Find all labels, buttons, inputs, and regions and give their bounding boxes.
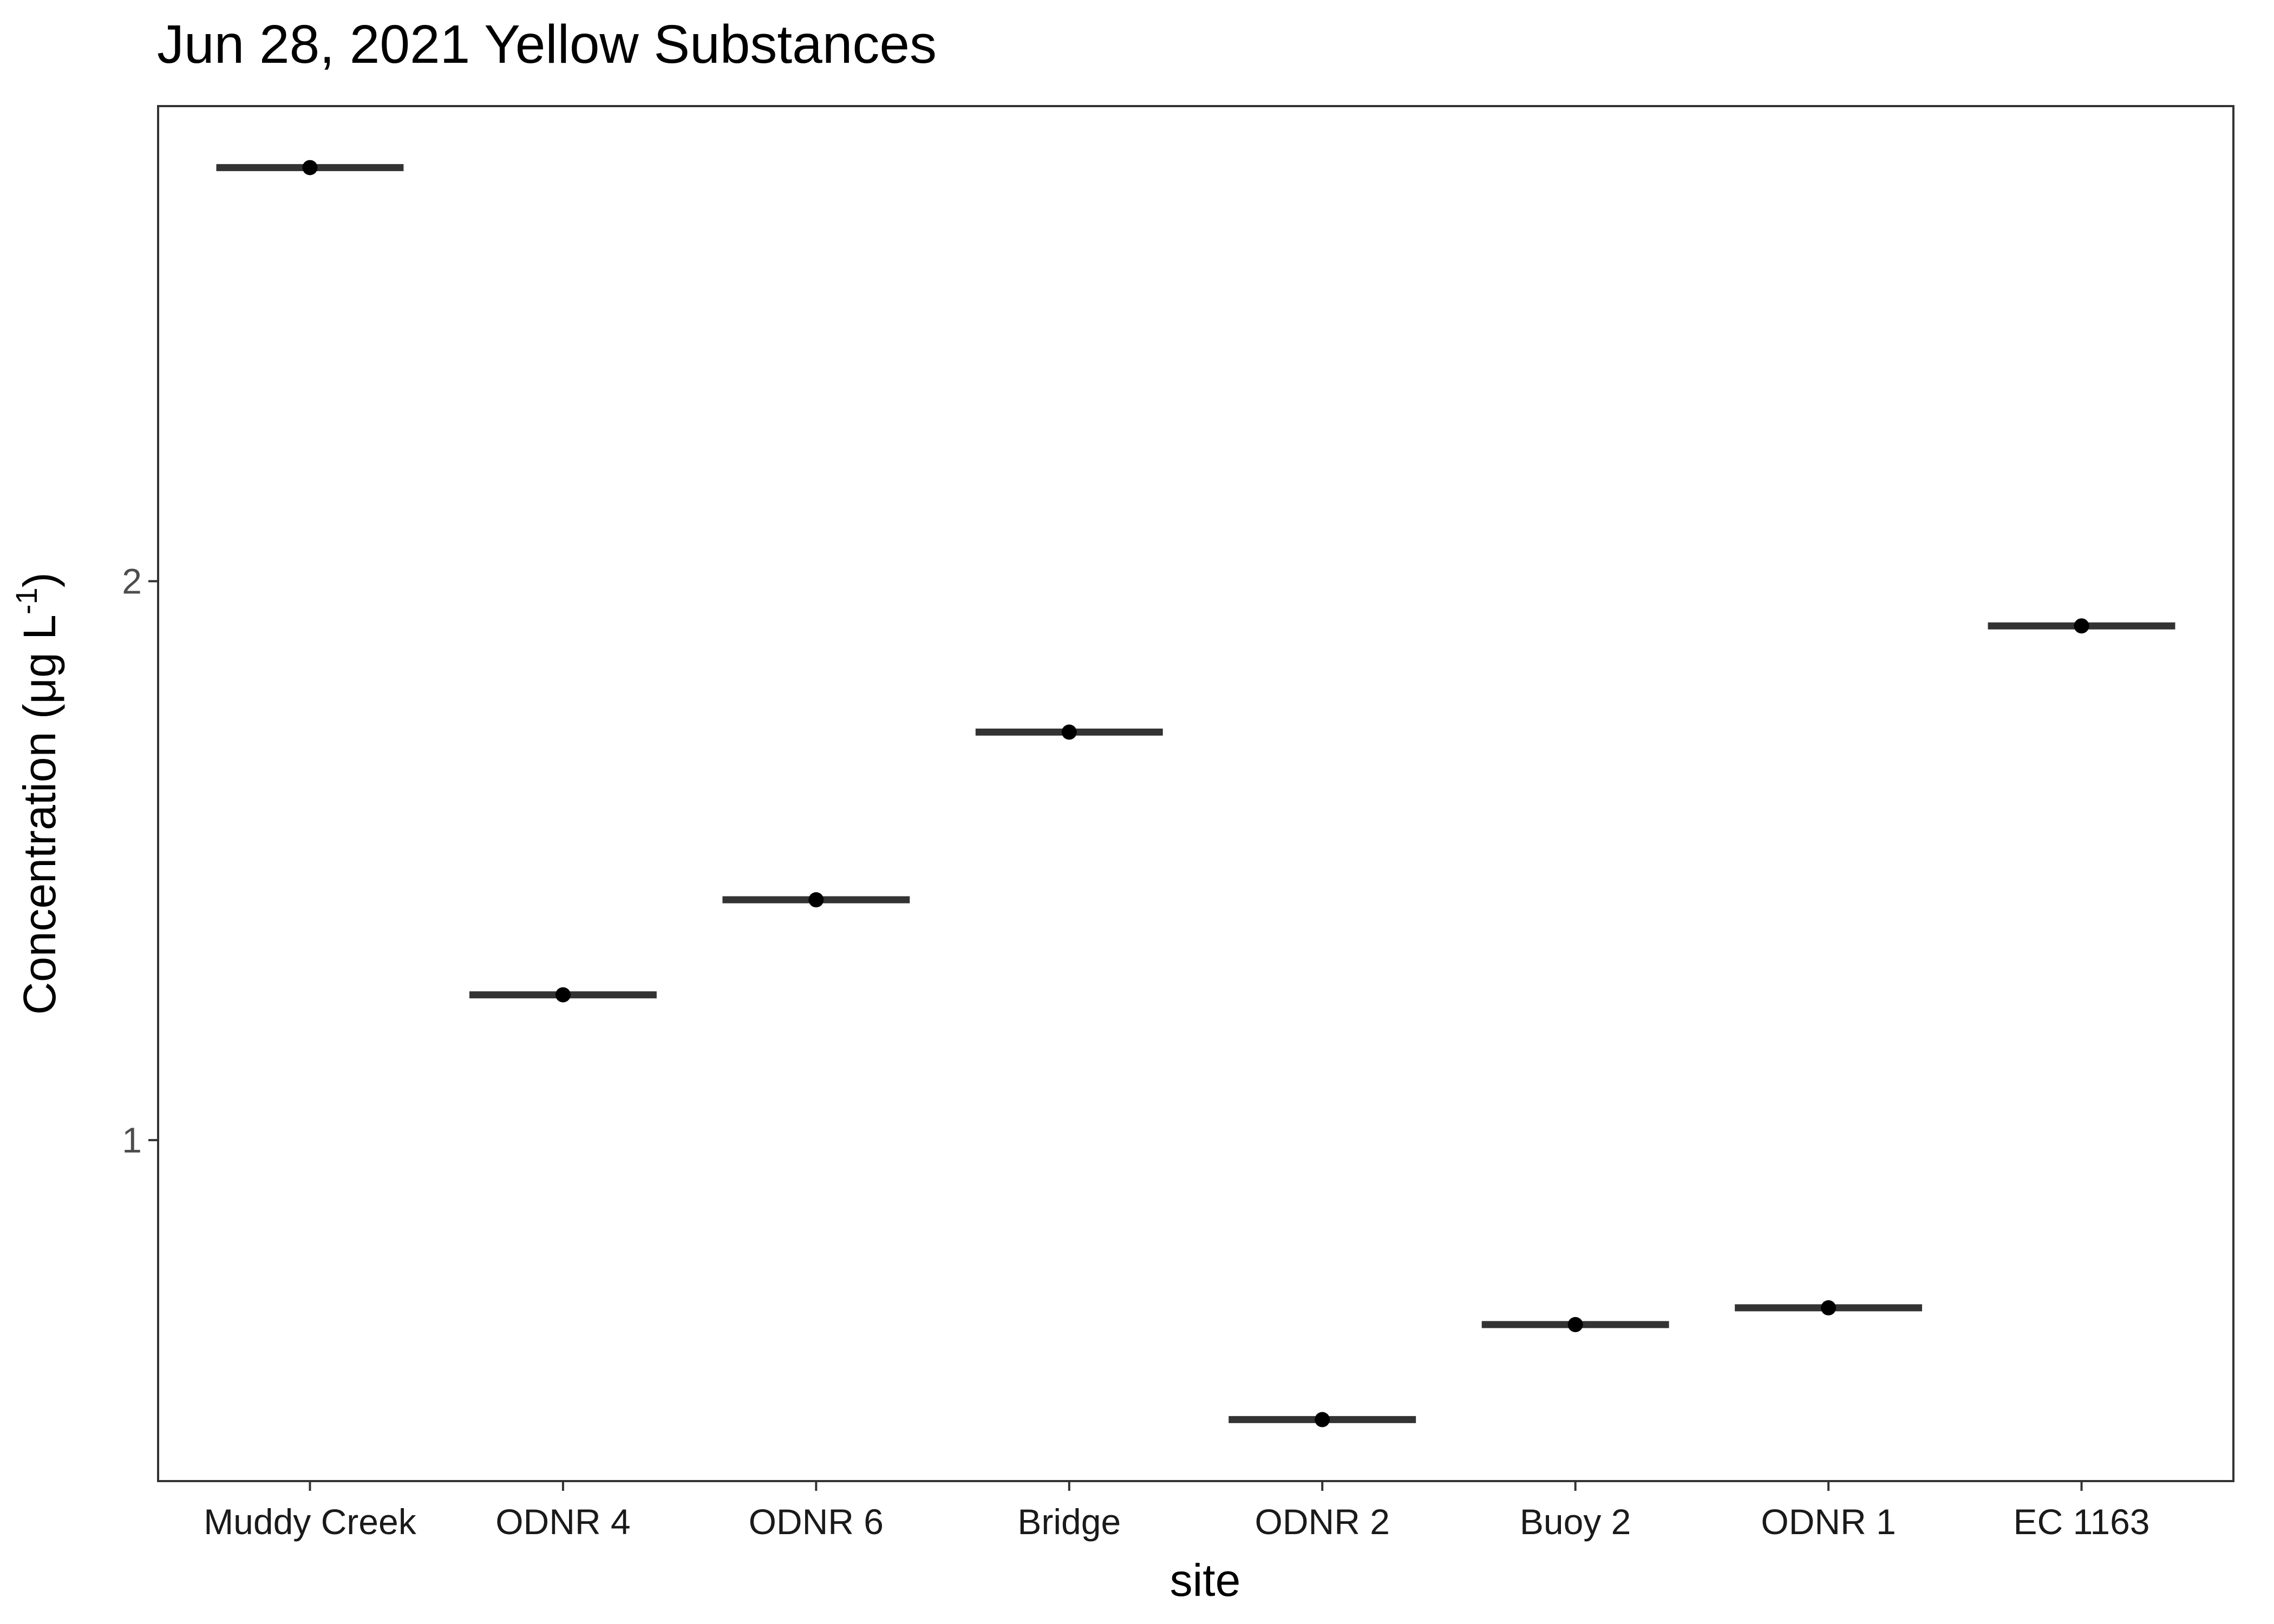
data-point: [808, 892, 824, 908]
x-axis: Muddy Creek ODNR 4 ODNR 6 Bridge ODNR 2 Buoy …: [204, 1481, 2150, 1542]
data-point: [1061, 724, 1077, 740]
x-tick-label: ODNR 4: [495, 1502, 630, 1542]
x-tick-label: Buoy 2: [1520, 1502, 1631, 1542]
plot-panel: [157, 105, 2234, 1482]
x-tick-label: ODNR 1: [1761, 1502, 1896, 1542]
x-tick-label: EC 1163: [2014, 1502, 2150, 1542]
y-tick-label: 2: [122, 561, 142, 601]
y-axis-title-main: Concentration (μg L: [14, 614, 65, 1014]
y-axis-title-superscript: -1: [9, 587, 43, 614]
data-point: [1821, 1300, 1837, 1315]
data-point: [2074, 618, 2089, 634]
x-tick-label: ODNR 2: [1255, 1502, 1390, 1542]
data-point: [555, 987, 571, 1003]
y-axis: 12: [122, 561, 158, 1160]
data-marks: [216, 160, 2175, 1427]
data-point: [302, 160, 318, 175]
y-axis-title: Concentration (μg L-1): [9, 572, 65, 1014]
x-axis-title: site: [1170, 1555, 1241, 1606]
x-tick-label: Bridge: [1017, 1502, 1121, 1542]
x-tick-label: ODNR 6: [749, 1502, 884, 1542]
y-tick-label: 1: [122, 1120, 142, 1160]
y-axis-title-close: ): [14, 572, 65, 587]
data-point: [1567, 1317, 1583, 1332]
x-tick-label: Muddy Creek: [204, 1502, 416, 1542]
data-point: [1315, 1412, 1330, 1427]
chart-title: Jun 28, 2021 Yellow Substances: [157, 14, 937, 75]
